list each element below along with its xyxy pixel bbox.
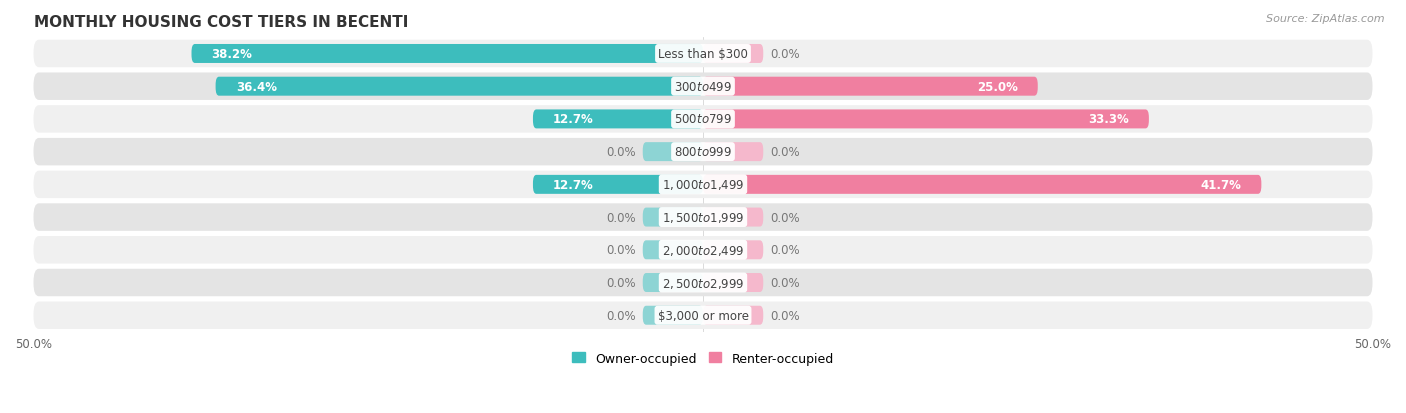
Text: 0.0%: 0.0% [606, 211, 636, 224]
Text: 0.0%: 0.0% [770, 146, 800, 159]
Text: 0.0%: 0.0% [770, 48, 800, 61]
Text: $500 to $799: $500 to $799 [673, 113, 733, 126]
Text: $2,500 to $2,999: $2,500 to $2,999 [662, 276, 744, 290]
Text: 12.7%: 12.7% [553, 178, 593, 191]
FancyBboxPatch shape [643, 241, 703, 260]
FancyBboxPatch shape [703, 176, 1261, 195]
FancyBboxPatch shape [703, 78, 1038, 97]
FancyBboxPatch shape [191, 45, 703, 64]
Text: Source: ZipAtlas.com: Source: ZipAtlas.com [1267, 14, 1385, 24]
FancyBboxPatch shape [703, 306, 763, 325]
FancyBboxPatch shape [703, 110, 1149, 129]
Text: 0.0%: 0.0% [606, 276, 636, 290]
Text: 0.0%: 0.0% [770, 211, 800, 224]
Text: 0.0%: 0.0% [770, 309, 800, 322]
FancyBboxPatch shape [703, 273, 763, 292]
FancyBboxPatch shape [34, 171, 1372, 199]
FancyBboxPatch shape [34, 269, 1372, 297]
Text: 25.0%: 25.0% [977, 81, 1018, 93]
Text: $3,000 or more: $3,000 or more [658, 309, 748, 322]
Text: 0.0%: 0.0% [770, 276, 800, 290]
Text: $2,000 to $2,499: $2,000 to $2,499 [662, 243, 744, 257]
Text: Less than $300: Less than $300 [658, 48, 748, 61]
Text: MONTHLY HOUSING COST TIERS IN BECENTI: MONTHLY HOUSING COST TIERS IN BECENTI [34, 15, 408, 30]
FancyBboxPatch shape [34, 302, 1372, 329]
Text: $300 to $499: $300 to $499 [673, 81, 733, 93]
Text: $1,500 to $1,999: $1,500 to $1,999 [662, 211, 744, 225]
Text: 36.4%: 36.4% [236, 81, 277, 93]
FancyBboxPatch shape [34, 237, 1372, 264]
Text: 12.7%: 12.7% [553, 113, 593, 126]
FancyBboxPatch shape [533, 110, 703, 129]
FancyBboxPatch shape [34, 40, 1372, 68]
FancyBboxPatch shape [643, 208, 703, 227]
Text: $1,000 to $1,499: $1,000 to $1,499 [662, 178, 744, 192]
Legend: Owner-occupied, Renter-occupied: Owner-occupied, Renter-occupied [568, 347, 838, 370]
Text: $800 to $999: $800 to $999 [673, 146, 733, 159]
FancyBboxPatch shape [34, 204, 1372, 231]
FancyBboxPatch shape [533, 176, 703, 195]
FancyBboxPatch shape [643, 143, 703, 162]
FancyBboxPatch shape [703, 208, 763, 227]
Text: 33.3%: 33.3% [1088, 113, 1129, 126]
Text: 0.0%: 0.0% [606, 244, 636, 256]
Text: 0.0%: 0.0% [606, 309, 636, 322]
FancyBboxPatch shape [34, 106, 1372, 133]
Text: 41.7%: 41.7% [1201, 178, 1241, 191]
Text: 0.0%: 0.0% [770, 244, 800, 256]
FancyBboxPatch shape [34, 73, 1372, 101]
FancyBboxPatch shape [643, 306, 703, 325]
FancyBboxPatch shape [703, 143, 763, 162]
FancyBboxPatch shape [215, 78, 703, 97]
FancyBboxPatch shape [34, 138, 1372, 166]
FancyBboxPatch shape [643, 273, 703, 292]
Text: 0.0%: 0.0% [606, 146, 636, 159]
FancyBboxPatch shape [703, 241, 763, 260]
Text: 38.2%: 38.2% [211, 48, 253, 61]
FancyBboxPatch shape [703, 45, 763, 64]
